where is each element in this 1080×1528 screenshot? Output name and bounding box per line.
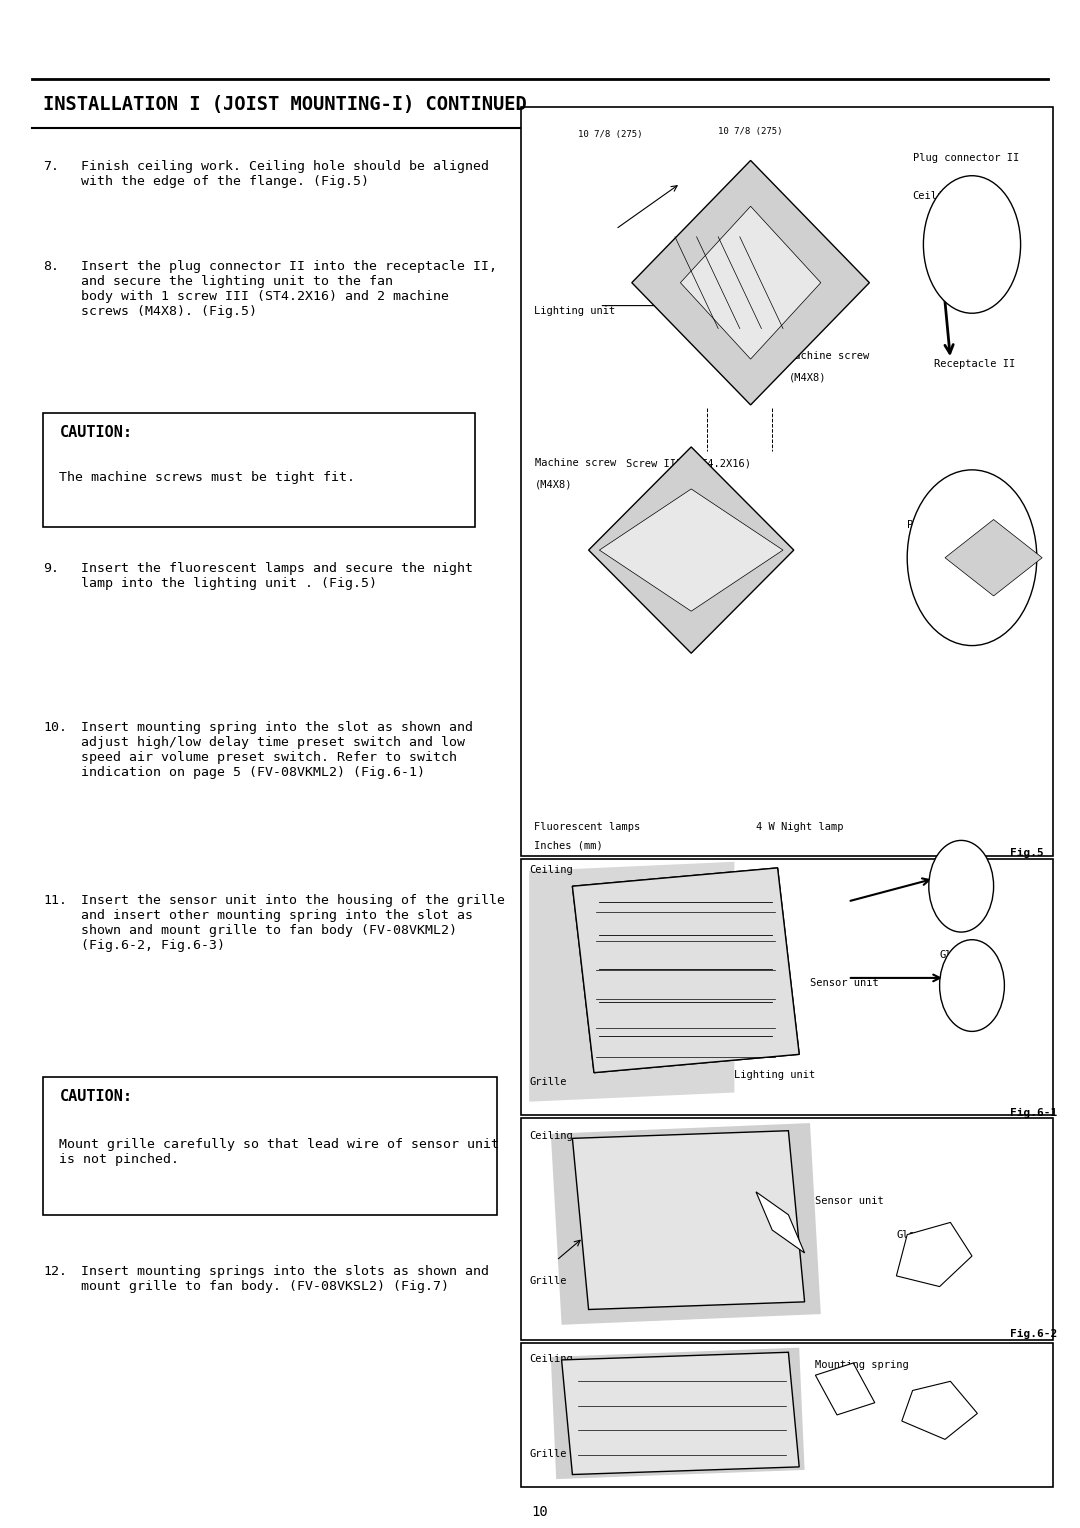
Circle shape <box>923 176 1021 313</box>
Text: 10 7/8 (275): 10 7/8 (275) <box>718 127 783 136</box>
Text: Grille: Grille <box>529 1077 567 1088</box>
Text: Gloves: Gloves <box>940 950 977 961</box>
Text: Insert mounting springs into the slots as shown and
mount grille to fan body. (F: Insert mounting springs into the slots a… <box>81 1265 489 1293</box>
Text: (M4X8): (M4X8) <box>535 480 572 490</box>
Text: 10: 10 <box>531 1505 549 1519</box>
Circle shape <box>929 840 994 932</box>
FancyBboxPatch shape <box>43 413 475 527</box>
Polygon shape <box>945 520 1042 596</box>
Text: Fluorescent lamps: Fluorescent lamps <box>534 822 639 833</box>
Text: Grille: Grille <box>529 1449 567 1459</box>
Text: CAUTION:: CAUTION: <box>59 1089 133 1105</box>
Text: Gloves: Gloves <box>913 1390 950 1401</box>
Text: 11.: 11. <box>43 894 67 908</box>
Text: 4 W Night lamp: 4 W Night lamp <box>756 822 843 833</box>
Text: Lighting unit: Lighting unit <box>734 1070 815 1080</box>
Ellipse shape <box>907 471 1037 646</box>
Text: Insert the plug connector II into the receptacle II,
and secure the lighting uni: Insert the plug connector II into the re… <box>81 260 497 318</box>
Text: 7.: 7. <box>43 160 59 174</box>
Text: Receptacle II: Receptacle II <box>934 359 1015 370</box>
Polygon shape <box>680 206 821 359</box>
Text: Finish ceiling work. Ceiling hole should be aligned
with the edge of the flange.: Finish ceiling work. Ceiling hole should… <box>81 160 489 188</box>
Text: Sensor unit: Sensor unit <box>810 978 879 989</box>
Text: Insert mounting spring into the slot as shown and
adjust high/low delay time pre: Insert mounting spring into the slot as … <box>81 721 473 779</box>
Text: 10 7/8 (275): 10 7/8 (275) <box>578 130 643 139</box>
Text: Ceiling: Ceiling <box>529 865 573 876</box>
Text: ②: ② <box>956 255 961 266</box>
Text: Fig.6-1: Fig.6-1 <box>1010 1108 1057 1118</box>
Text: INSTALLATION I (JOIST MOUNTING-I) CONTINUED: INSTALLATION I (JOIST MOUNTING-I) CONTIN… <box>43 95 527 113</box>
Polygon shape <box>529 862 734 1102</box>
Text: Ceiling: Ceiling <box>529 1131 573 1141</box>
Text: Insert the sensor unit into the housing of the grille
and insert other mounting : Insert the sensor unit into the housing … <box>81 894 505 952</box>
Circle shape <box>940 940 1004 1031</box>
Text: Plug connector II: Plug connector II <box>913 153 1018 163</box>
Text: ①: ① <box>956 225 961 235</box>
Text: Fig.6-2: Fig.6-2 <box>1010 1329 1057 1340</box>
FancyBboxPatch shape <box>521 107 1053 856</box>
Text: Grille: Grille <box>529 1276 567 1287</box>
Polygon shape <box>572 868 799 1073</box>
Text: 10.: 10. <box>43 721 67 735</box>
Polygon shape <box>632 160 869 405</box>
Polygon shape <box>572 1131 805 1309</box>
Text: 12.: 12. <box>43 1265 67 1279</box>
Text: Gloves: Gloves <box>896 1230 934 1241</box>
Text: Insert the fluorescent lamps and secure the night
lamp into the lighting unit . : Insert the fluorescent lamps and secure … <box>81 562 473 590</box>
FancyBboxPatch shape <box>43 1077 497 1215</box>
Text: Mounting spring: Mounting spring <box>815 1360 909 1371</box>
Polygon shape <box>551 1348 805 1479</box>
Text: Ceiling: Ceiling <box>913 191 957 202</box>
Polygon shape <box>599 489 783 611</box>
FancyBboxPatch shape <box>521 1118 1053 1340</box>
FancyBboxPatch shape <box>521 1343 1053 1487</box>
Polygon shape <box>572 868 799 1073</box>
Text: 9.: 9. <box>43 562 59 576</box>
Text: Sensor unit: Sensor unit <box>815 1196 885 1207</box>
Text: Inches (mm): Inches (mm) <box>534 840 603 851</box>
Polygon shape <box>589 446 794 654</box>
Text: (M4X8): (M4X8) <box>788 373 826 384</box>
Text: The machine screws must be tight fit.: The machine screws must be tight fit. <box>59 471 355 484</box>
Text: Machine screw: Machine screw <box>788 351 869 362</box>
Text: Machine screw: Machine screw <box>535 458 616 469</box>
FancyBboxPatch shape <box>521 859 1053 1115</box>
Text: Fig.5: Fig.5 <box>1010 848 1043 859</box>
Text: Plug connector II: Plug connector II <box>907 520 1013 530</box>
Polygon shape <box>551 1123 821 1325</box>
Text: Lighting unit: Lighting unit <box>534 306 615 316</box>
Polygon shape <box>756 1192 805 1253</box>
Text: Mount grille carefully so that lead wire of sensor unit
is not pinched.: Mount grille carefully so that lead wire… <box>59 1138 499 1166</box>
Polygon shape <box>815 1363 875 1415</box>
Text: CAUTION:: CAUTION: <box>59 425 133 440</box>
Polygon shape <box>896 1222 972 1287</box>
Text: Screw III (ST4.2X16): Screw III (ST4.2X16) <box>626 458 752 469</box>
Text: Ceiling: Ceiling <box>529 1354 573 1365</box>
Polygon shape <box>902 1381 977 1439</box>
Polygon shape <box>562 1352 799 1475</box>
Text: 8.: 8. <box>43 260 59 274</box>
